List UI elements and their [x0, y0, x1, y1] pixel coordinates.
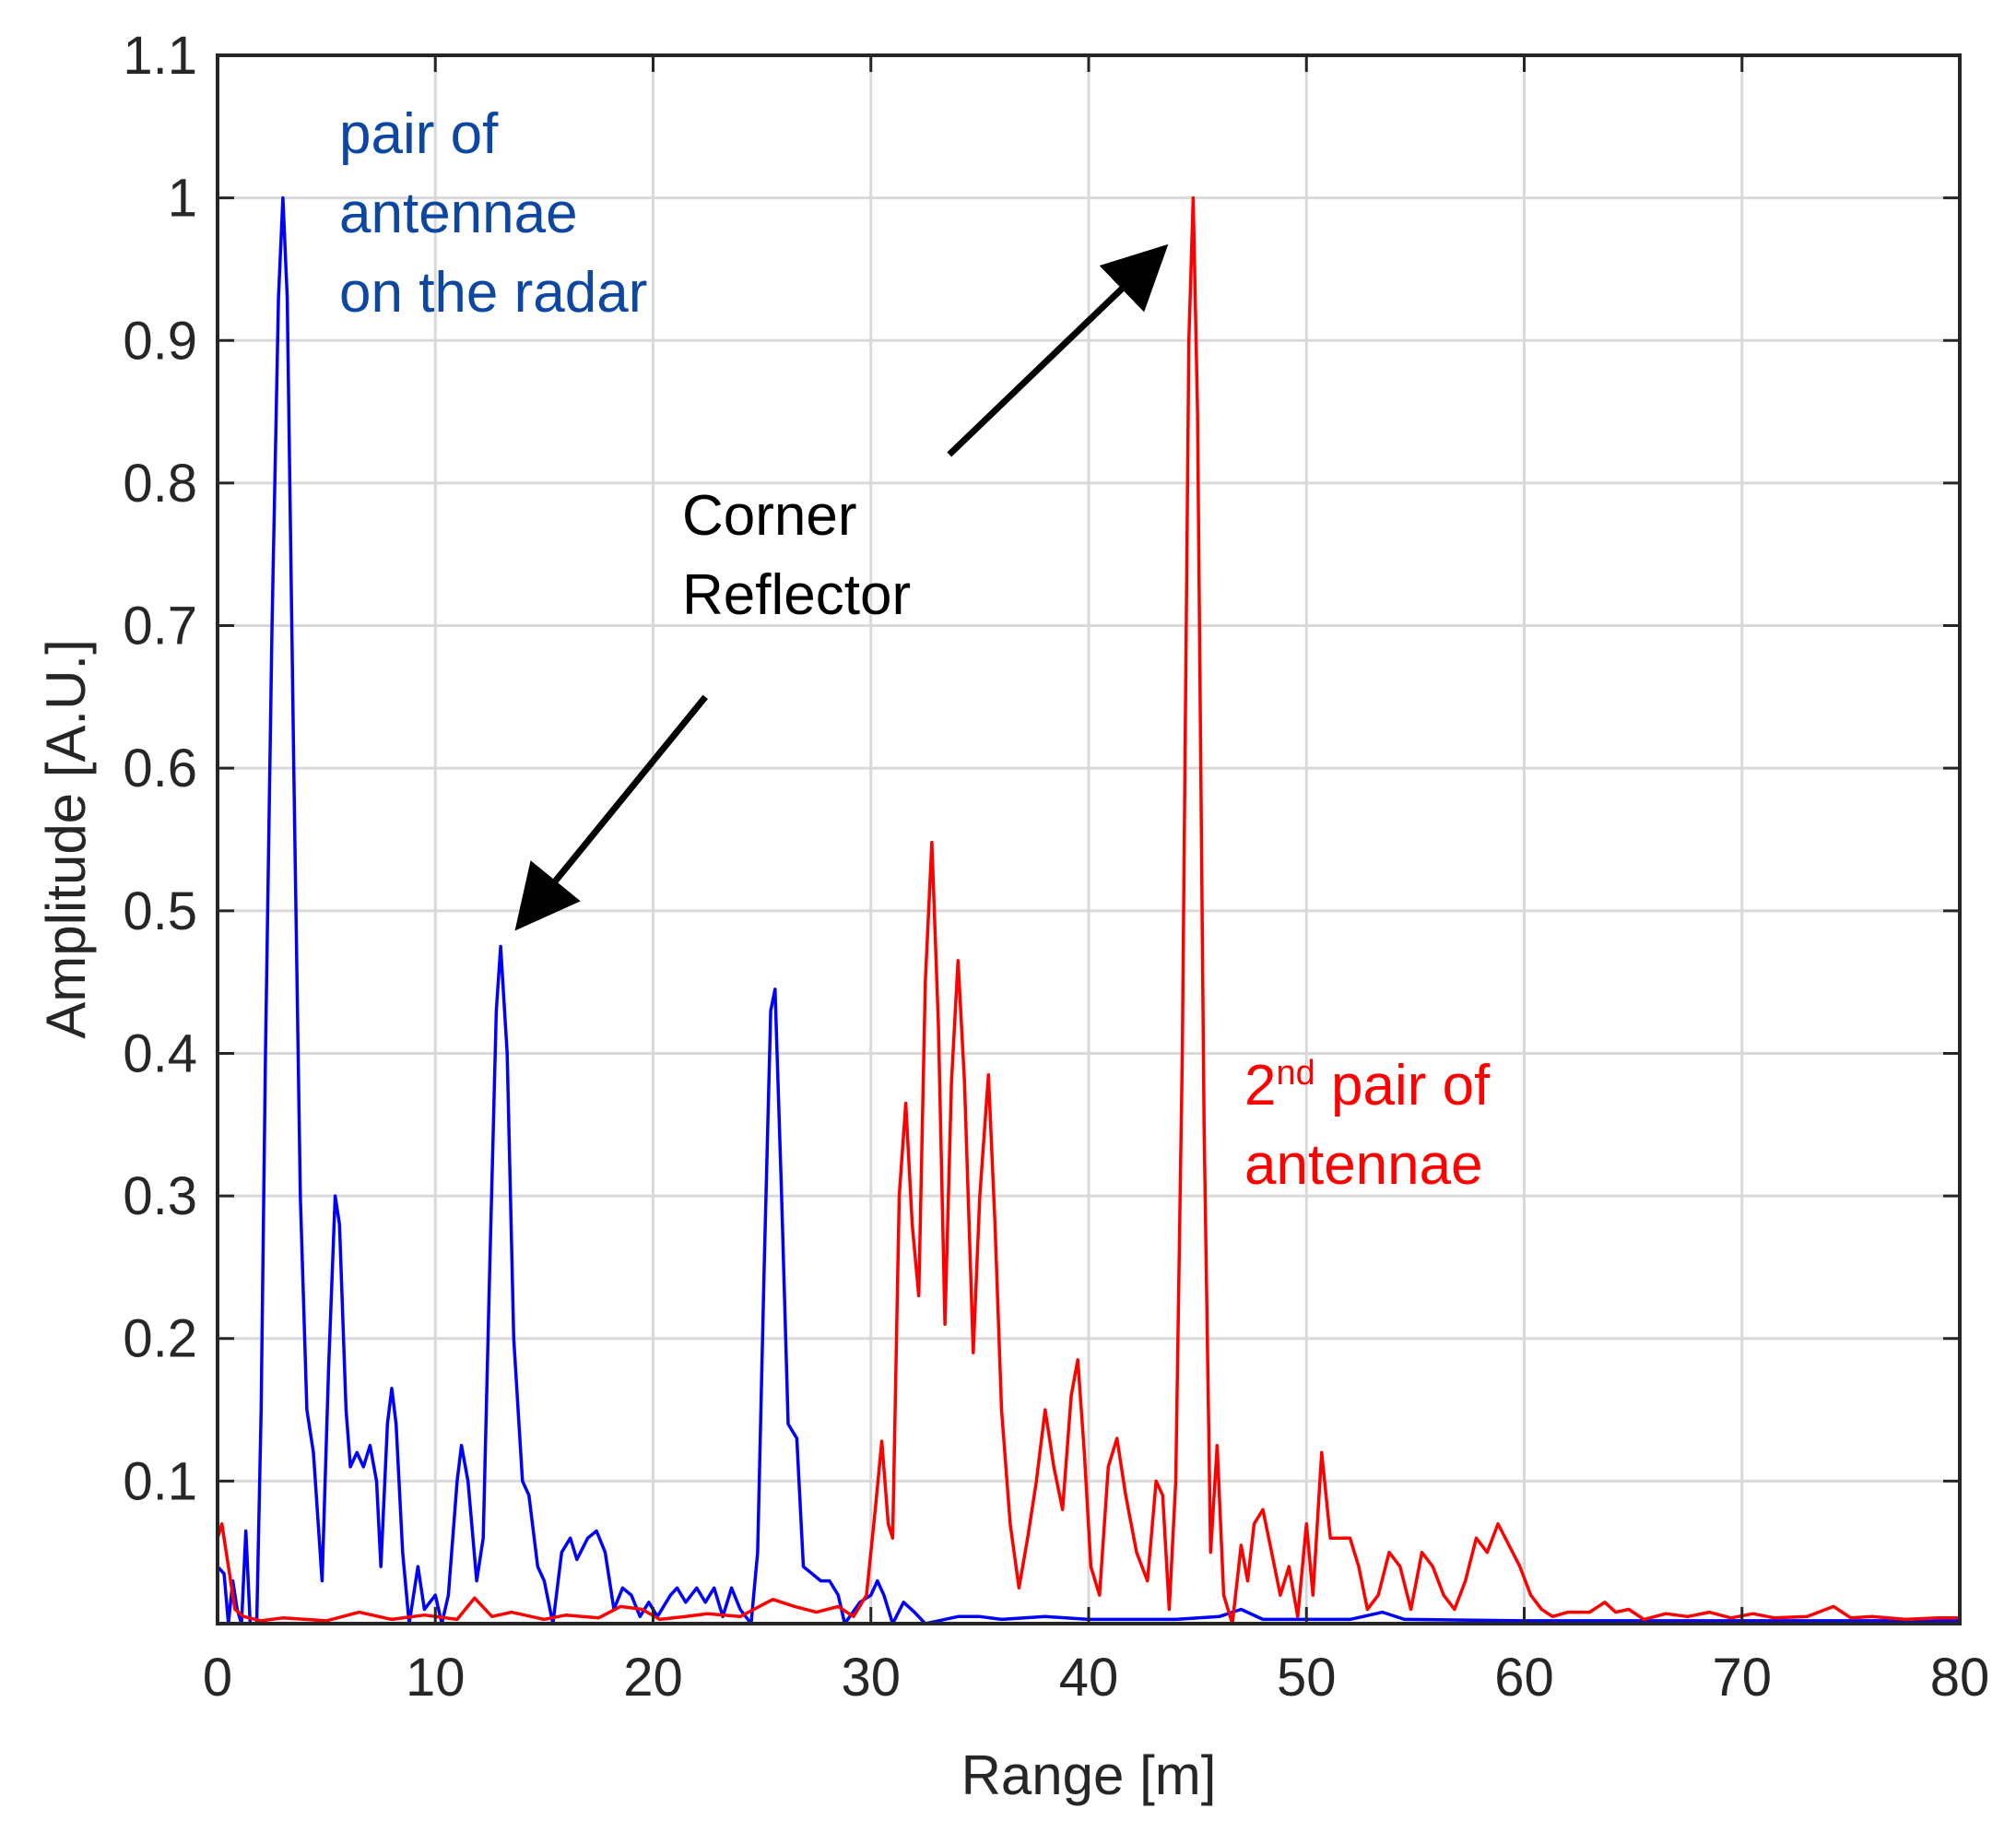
- red-annotation-line-1: 2nd pair of: [1244, 1054, 1491, 1117]
- arrows: [514, 243, 1169, 931]
- x-tick-label: 20: [623, 1648, 683, 1708]
- x-tick-label: 50: [1277, 1648, 1337, 1708]
- corner-reflector-line-2: Reflector: [682, 563, 911, 627]
- y-tick-label: 0.5: [123, 881, 197, 941]
- y-tick-label: 0.2: [123, 1309, 197, 1369]
- x-tick-label: 0: [203, 1648, 232, 1708]
- blue-series-annotation: pair of antennae on the radar: [339, 102, 647, 325]
- y-tick-label: 0.7: [123, 597, 197, 656]
- series-group: [216, 195, 1960, 1625]
- y-tick-label: 0.8: [123, 454, 197, 514]
- x-tick-label: 10: [406, 1648, 466, 1708]
- series-line-red: [216, 195, 1960, 1625]
- y-tick-label: 1: [168, 169, 197, 229]
- x-tick-label: 70: [1712, 1648, 1772, 1708]
- corner-reflector-arrow: [947, 243, 1169, 457]
- y-tick-label: 0.4: [123, 1023, 197, 1083]
- x-tick-label: 30: [841, 1648, 901, 1708]
- blue-annotation-line-2: antennae: [339, 182, 578, 245]
- y-axis-title: Amplitude [A.U.]: [35, 639, 97, 1039]
- blue-annotation-line-3: on the radar: [339, 261, 647, 325]
- y-tick-label: 0.1: [123, 1451, 197, 1511]
- y-tick-label: 0.6: [123, 739, 197, 798]
- series-line-blue: [216, 195, 1960, 1625]
- grid: [218, 55, 1960, 1624]
- y-tick-label: 0.3: [123, 1166, 197, 1226]
- red-annotation-rest: pair of: [1315, 1054, 1491, 1117]
- red-series-annotation: 2nd pair of antennae: [1244, 1054, 1491, 1197]
- x-tick-label: 40: [1059, 1648, 1119, 1708]
- red-annotation-superscript: nd: [1276, 1054, 1315, 1093]
- y-tick-label: 0.9: [123, 311, 197, 371]
- corner-reflector-arrow: [514, 694, 708, 931]
- red-annotation-ordinal: 2: [1244, 1054, 1276, 1117]
- x-axis-title: Range [m]: [961, 1744, 1217, 1806]
- x-tick-label: 80: [1930, 1648, 1990, 1708]
- ticks: 0 10 20 30 40 50 60 70 80 0.1 0.2 0.3 0.4 0.5 0.6 0.7 0.…: [123, 26, 1989, 1708]
- blue-annotation-line-1: pair of: [339, 102, 499, 166]
- corner-reflector-line-1: Corner: [682, 484, 857, 548]
- red-annotation-line-2: antennae: [1244, 1133, 1483, 1197]
- corner-reflector-annotation: Corner Reflector: [682, 484, 911, 627]
- x-tick-label: 60: [1494, 1648, 1554, 1708]
- y-tick-label: 1.1: [123, 26, 197, 86]
